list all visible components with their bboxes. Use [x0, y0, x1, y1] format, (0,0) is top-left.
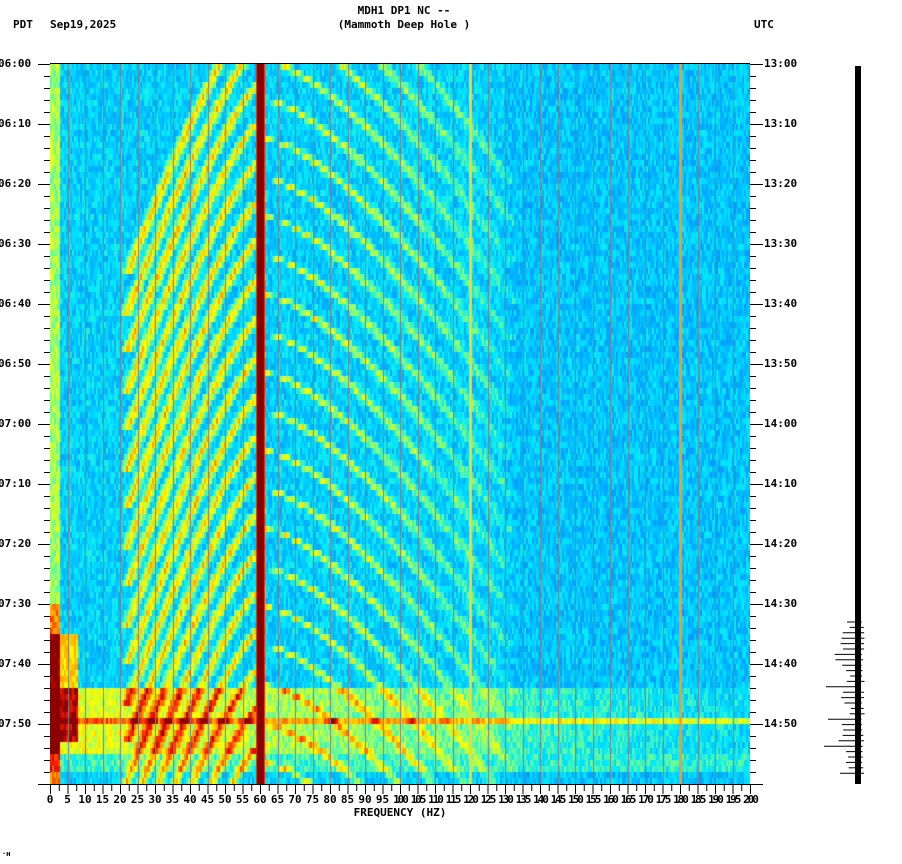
right-timezone-label: UTC — [754, 18, 774, 31]
left-time-label: 06:00 — [0, 57, 32, 70]
frequency-tick-label: 195 — [725, 793, 742, 806]
frequency-tick-label: 165 — [620, 793, 637, 806]
frequency-axis-title: FREQUENCY (HZ) — [353, 806, 447, 819]
frequency-tick-label: 90 — [358, 793, 372, 806]
frequency-tick-label: 140 — [533, 793, 549, 806]
left-time-label: 06:40 — [0, 297, 32, 310]
frequency-tick-label: 50 — [218, 793, 232, 806]
left-time-label: 06:50 — [0, 357, 32, 370]
left-timezone-label: PDT — [13, 18, 33, 31]
right-time-label: 14:20 — [764, 537, 798, 550]
plot-top-border — [50, 63, 750, 64]
left-time-label: 07:30 — [0, 597, 32, 610]
left-time-label: 07:20 — [0, 537, 32, 550]
right-time-label: 13:50 — [764, 357, 798, 370]
frequency-tick-label: 40 — [183, 793, 197, 806]
left-time-label: 06:10 — [0, 117, 32, 130]
frequency-tick-label: 45 — [200, 793, 215, 806]
left-time-label: 07:50 — [0, 717, 32, 730]
frequency-tick-label: 100 — [393, 793, 409, 806]
frequency-tick-label: 30 — [148, 793, 162, 806]
seismogram-trace — [824, 66, 865, 784]
frequency-tick-label: 35 — [165, 793, 180, 806]
frequency-tick-label: 200 — [743, 793, 759, 806]
frequency-tick-label: 75 — [305, 793, 320, 806]
left-time-label: 07:10 — [0, 477, 32, 490]
left-time-label: 06:20 — [0, 177, 32, 190]
left-time-label: 07:00 — [0, 417, 32, 430]
frequency-tick-label: 160 — [603, 793, 619, 806]
right-time-label: 13:10 — [764, 117, 798, 130]
station-location: (Mammoth Deep Hole ) — [337, 18, 471, 31]
left-time-axis — [38, 64, 50, 785]
right-time-label: 13:30 — [764, 237, 798, 250]
frequency-tick-label: 70 — [288, 793, 302, 806]
frequency-tick-label: 125 — [480, 793, 497, 806]
frequency-tick-label: 20 — [113, 793, 127, 806]
frequency-tick-label: 155 — [585, 793, 602, 806]
spectrogram-canvas — [50, 64, 750, 784]
left-time-label: 07:40 — [0, 657, 32, 670]
right-time-label: 13:00 — [764, 57, 798, 70]
frequency-tick-label: 115 — [445, 793, 462, 806]
frequency-tick-label: 175 — [655, 793, 672, 806]
frequency-tick-label: 130 — [498, 793, 514, 806]
right-time-label: 14:30 — [764, 597, 798, 610]
right-time-label: 14:40 — [764, 657, 798, 670]
station-title: MDH1 DP1 NC -- — [357, 4, 451, 17]
frequency-tick-label: 65 — [270, 793, 285, 806]
frequency-tick-label: 95 — [375, 793, 390, 806]
frequency-tick-label: 0 — [46, 793, 54, 806]
frequency-axis — [50, 784, 751, 794]
frequency-tick-label: 120 — [463, 793, 479, 806]
frequency-tick-label: 15 — [95, 793, 110, 806]
frequency-tick-label: 105 — [410, 793, 427, 806]
frequency-tick-label: 150 — [568, 793, 584, 806]
frequency-tick-label: 180 — [673, 793, 689, 806]
right-time-label: 14:00 — [764, 417, 798, 430]
spectrogram-plot — [50, 64, 750, 784]
right-time-label: 14:50 — [764, 717, 798, 730]
frequency-tick-label: 55 — [235, 793, 250, 806]
frequency-tick-label: 25 — [130, 793, 145, 806]
frequency-tick-label: 60 — [253, 793, 267, 806]
date-label: Sep19,2025 — [50, 18, 117, 31]
frequency-tick-label: 170 — [638, 793, 654, 806]
frequency-tick-label: 80 — [323, 793, 337, 806]
left-time-label: 06:30 — [0, 237, 32, 250]
corner-mark: ·ʜ — [2, 850, 11, 858]
frequency-tick-label: 135 — [515, 793, 532, 806]
right-time-label: 14:10 — [764, 477, 798, 490]
frequency-tick-label: 190 — [708, 793, 724, 806]
frequency-tick-label: 185 — [690, 793, 707, 806]
frequency-tick-label: 10 — [78, 793, 92, 806]
frequency-tick-label: 85 — [340, 793, 355, 806]
right-time-label: 13:20 — [764, 177, 798, 190]
frequency-tick-label: 110 — [428, 793, 444, 806]
frequency-tick-label: 5 — [64, 793, 71, 806]
right-time-label: 13:40 — [764, 297, 798, 310]
right-time-axis — [750, 64, 763, 785]
frequency-tick-label: 145 — [550, 793, 567, 806]
